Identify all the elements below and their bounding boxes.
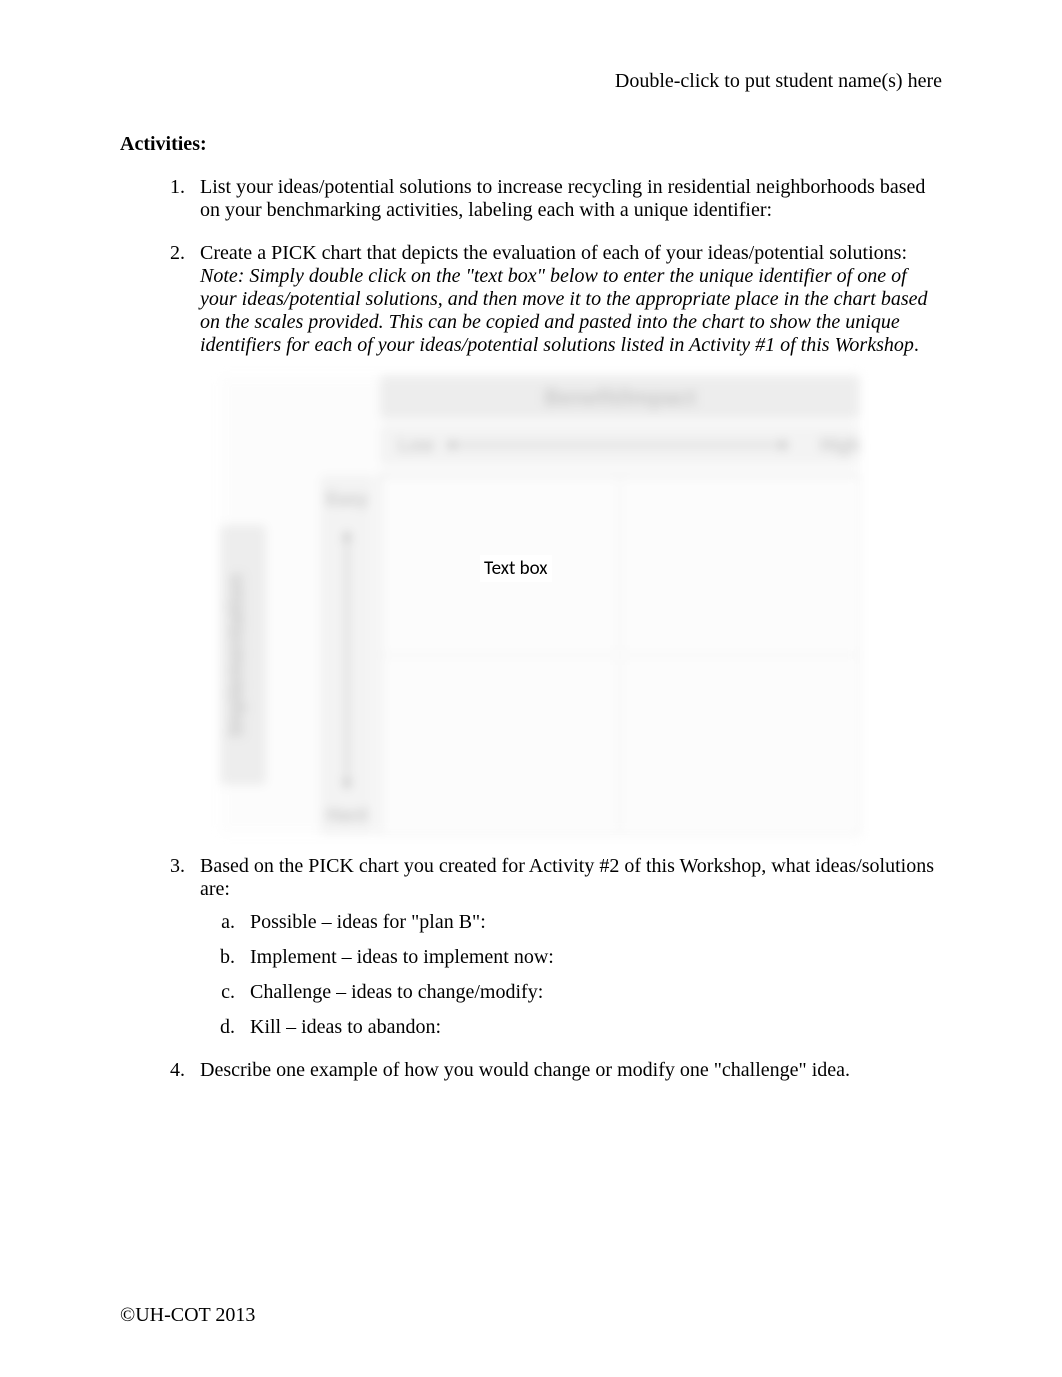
student-name-field[interactable]: Double-click to put student name(s) here — [120, 70, 942, 93]
sub-item-kill: Kill – ideas to abandon: — [240, 1016, 942, 1039]
activity-2-text: Create a PICK chart that depicts the eva… — [200, 242, 907, 264]
sub-item-possible-label: Possible – ideas for "plan B": — [250, 911, 486, 933]
activity-2-note-suffix: . — [914, 334, 919, 356]
pick-chart-image: Benefit/Impact Low High Easy Hard Implem… — [220, 375, 860, 835]
activity-item-1: List your ideas/potential solutions to i… — [190, 176, 942, 222]
activity-item-2: Create a PICK chart that depicts the eva… — [190, 242, 942, 835]
chart-hard-label: Hard — [326, 805, 367, 825]
activity-list: List your ideas/potential solutions to i… — [120, 176, 942, 1082]
chart-easy-label: Easy — [326, 489, 368, 509]
activity-item-4: Describe one example of how you would ch… — [190, 1059, 942, 1082]
activity-2-note: Note: Simply double click on the "text b… — [200, 265, 928, 356]
chart-low-label: Low — [398, 435, 435, 455]
sub-item-challenge-label: Challenge – ideas to change/modify: — [250, 981, 543, 1003]
sub-item-possible: Possible – ideas for "plan B": — [240, 911, 942, 934]
sub-item-implement: Implement – ideas to implement now: — [240, 946, 942, 969]
activity-1-text: List your ideas/potential solutions to i… — [200, 176, 925, 221]
pick-chart: Benefit/Impact Low High Easy Hard Implem… — [220, 375, 860, 835]
activity-3-sublist: Possible – ideas for "plan B": Implement… — [200, 911, 942, 1039]
sub-item-implement-label: Implement – ideas to implement now: — [250, 946, 554, 968]
activity-3-text: Based on the PICK chart you created for … — [200, 855, 934, 900]
activity-item-3: Based on the PICK chart you created for … — [190, 855, 942, 1039]
activity-4-text: Describe one example of how you would ch… — [200, 1059, 850, 1081]
pick-chart-text-box[interactable]: Text box — [480, 555, 552, 582]
footer-copyright: ©UH-COT 2013 — [120, 1304, 255, 1327]
chart-left-title: Implementation — [223, 574, 248, 737]
sub-item-kill-label: Kill – ideas to abandon: — [250, 1016, 441, 1038]
chart-high-label: High — [820, 435, 860, 455]
chart-top-title: Benefit/Impact — [544, 385, 696, 410]
sub-item-challenge: Challenge – ideas to change/modify: — [240, 981, 942, 1004]
activities-heading: Activities: — [120, 133, 942, 156]
